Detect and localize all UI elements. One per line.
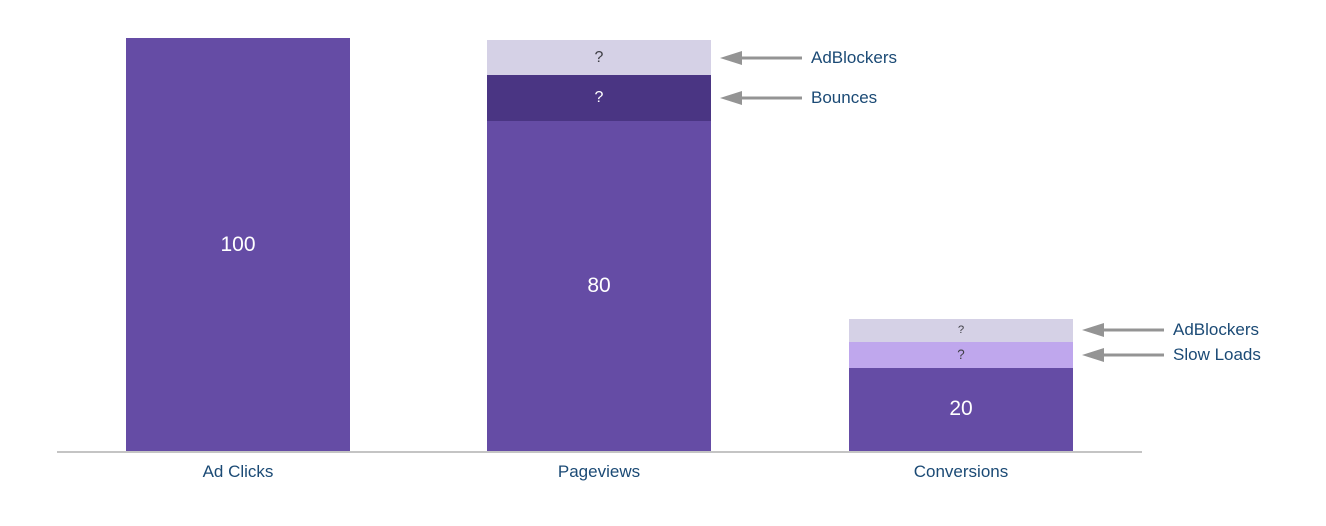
annotation-arrow-head-icon [720,90,742,105]
bar-segment-pageviews-bounces [487,75,711,121]
category-label-conversions: Conversions [913,462,1009,481]
annotation-arrow-head-icon [1082,347,1104,362]
annotation-label-pageviews-bounces: Bounces [811,87,878,107]
category-label-ad-clicks: Ad Clicks [202,462,274,481]
annotation-label-conversions-slow-loads: Slow Loads [1173,344,1261,364]
bar-segment-pageviews-adblockers [487,40,711,76]
annotation-arrow-shaft [740,56,802,60]
bar-segment-conversions-slow-loads [849,341,1073,369]
annotation-arrow-shaft [1102,353,1164,357]
x-axis-line [57,451,1142,453]
bar-segment-ad-clicks-value [126,38,350,451]
annotation-label-conversions-adblockers: AdBlockers [1173,320,1259,340]
annotation-arrow-head-icon [1082,323,1104,338]
annotation-arrow-shaft [1102,328,1164,332]
bar-segment-conversions-adblockers [849,318,1073,342]
bar-segment-pageviews-value [487,120,711,451]
annotation-label-pageviews-adblockers: AdBlockers [811,47,897,67]
bar-segment-conversions-value [849,368,1073,451]
annotation-arrow-shaft [740,96,802,100]
annotation-arrow-head-icon [720,50,742,65]
category-label-pageviews: Pageviews [557,462,641,481]
